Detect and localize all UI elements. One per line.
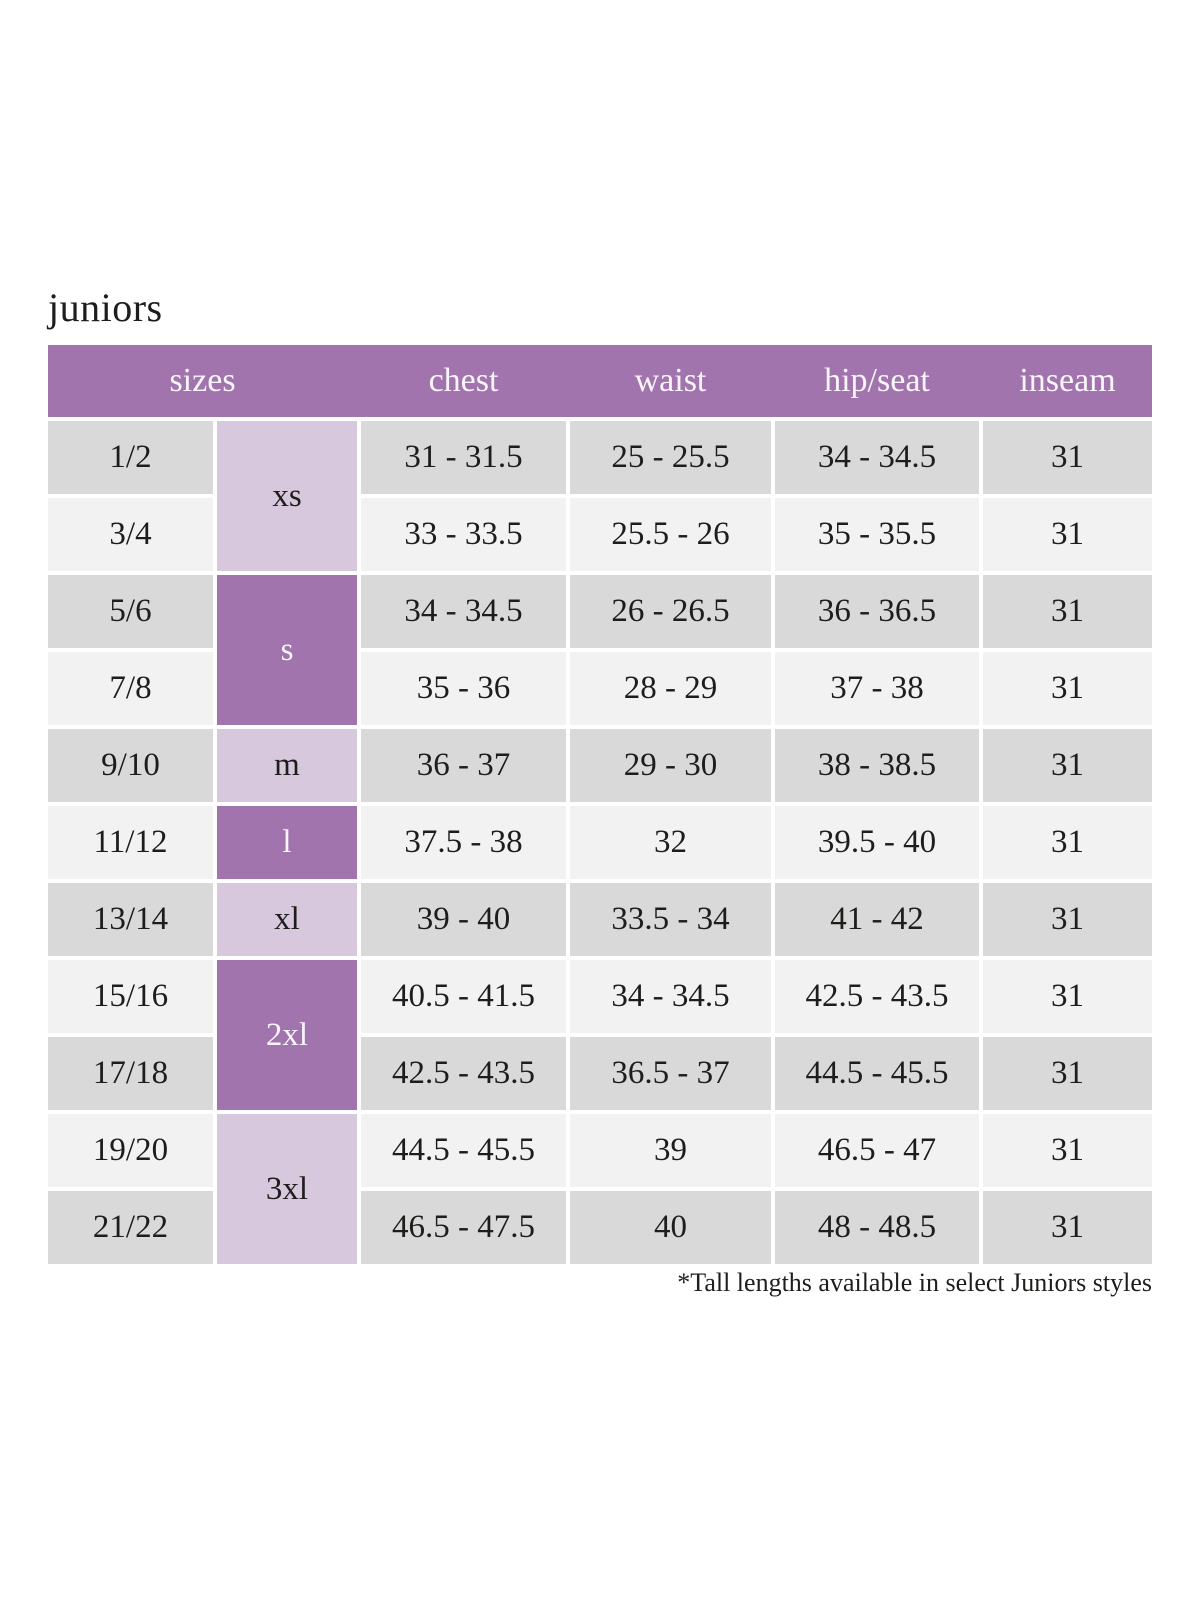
chest-cell: 42.5 - 43.5 bbox=[361, 1037, 566, 1110]
inseam-cell: 31 bbox=[983, 575, 1152, 648]
chest-cell: 34 - 34.5 bbox=[361, 575, 566, 648]
size-cell: 1/2 bbox=[48, 421, 213, 494]
inseam-cell: 31 bbox=[983, 883, 1152, 956]
size-cell: 3/4 bbox=[48, 498, 213, 571]
inseam-cell: 31 bbox=[983, 421, 1152, 494]
size-group-3xl: 3xl bbox=[217, 1114, 357, 1264]
waist-cell: 39 bbox=[570, 1114, 771, 1187]
size-cell: 7/8 bbox=[48, 652, 213, 725]
size-cell: 17/18 bbox=[48, 1037, 213, 1110]
hip-seat-cell: 39.5 - 40 bbox=[775, 806, 979, 879]
hip-seat-cell: 46.5 - 47 bbox=[775, 1114, 979, 1187]
chest-cell: 44.5 - 45.5 bbox=[361, 1114, 566, 1187]
hip-seat-cell: 37 - 38 bbox=[775, 652, 979, 725]
header-waist: waist bbox=[634, 362, 707, 399]
size-cell: 9/10 bbox=[48, 729, 213, 802]
table-header-row: sizes chest waist hip/seat inseam bbox=[48, 345, 1152, 417]
waist-cell: 25.5 - 26 bbox=[570, 498, 771, 571]
size-cell: 13/14 bbox=[48, 883, 213, 956]
chest-cell: 39 - 40 bbox=[361, 883, 566, 956]
waist-cell: 34 - 34.5 bbox=[570, 960, 771, 1033]
size-cell: 5/6 bbox=[48, 575, 213, 648]
header-inseam: inseam bbox=[1019, 362, 1116, 399]
hip-seat-cell: 36 - 36.5 bbox=[775, 575, 979, 648]
inseam-cell: 31 bbox=[983, 498, 1152, 571]
waist-cell: 28 - 29 bbox=[570, 652, 771, 725]
waist-cell: 33.5 - 34 bbox=[570, 883, 771, 956]
inseam-cell: 31 bbox=[983, 652, 1152, 725]
chest-cell: 40.5 - 41.5 bbox=[361, 960, 566, 1033]
size-group-xl: xl bbox=[217, 883, 357, 956]
inseam-cell: 31 bbox=[983, 729, 1152, 802]
header-chest: chest bbox=[428, 362, 499, 399]
hip-seat-cell: 38 - 38.5 bbox=[775, 729, 979, 802]
waist-cell: 32 bbox=[570, 806, 771, 879]
waist-cell: 25 - 25.5 bbox=[570, 421, 771, 494]
inseam-cell: 31 bbox=[983, 960, 1152, 1033]
table-body: 1/2 31 - 31.5 25 - 25.5 34 - 34.5 31 3/4 33 - … bbox=[48, 421, 1152, 1264]
inseam-cell: 31 bbox=[983, 1191, 1152, 1264]
inseam-cell: 31 bbox=[983, 806, 1152, 879]
chest-cell: 36 - 37 bbox=[361, 729, 566, 802]
size-group-xs: xs bbox=[217, 421, 357, 571]
waist-cell: 26 - 26.5 bbox=[570, 575, 771, 648]
hip-seat-cell: 48 - 48.5 bbox=[775, 1191, 979, 1264]
footnote: *Tall lengths available in select Junior… bbox=[677, 1268, 1152, 1297]
hip-seat-cell: 35 - 35.5 bbox=[775, 498, 979, 571]
hip-seat-cell: 41 - 42 bbox=[775, 883, 979, 956]
waist-cell: 40 bbox=[570, 1191, 771, 1264]
hip-seat-cell: 34 - 34.5 bbox=[775, 421, 979, 494]
waist-cell: 36.5 - 37 bbox=[570, 1037, 771, 1110]
size-group-s: s bbox=[217, 575, 357, 725]
size-cell: 21/22 bbox=[48, 1191, 213, 1264]
waist-cell: 29 - 30 bbox=[570, 729, 771, 802]
header-sizes: sizes bbox=[169, 362, 236, 399]
size-cell: 11/12 bbox=[48, 806, 213, 879]
inseam-cell: 31 bbox=[983, 1114, 1152, 1187]
size-cell: 15/16 bbox=[48, 960, 213, 1033]
inseam-cell: 31 bbox=[983, 1037, 1152, 1110]
chest-cell: 35 - 36 bbox=[361, 652, 566, 725]
chest-cell: 46.5 - 47.5 bbox=[361, 1191, 566, 1264]
hip-seat-cell: 44.5 - 45.5 bbox=[775, 1037, 979, 1110]
hip-seat-cell: 42.5 - 43.5 bbox=[775, 960, 979, 1033]
chest-cell: 33 - 33.5 bbox=[361, 498, 566, 571]
size-group-2xl: 2xl bbox=[217, 960, 357, 1110]
chest-cell: 37.5 - 38 bbox=[361, 806, 566, 879]
chest-cell: 31 - 31.5 bbox=[361, 421, 566, 494]
size-cell: 19/20 bbox=[48, 1114, 213, 1187]
size-group-m: m bbox=[217, 729, 357, 802]
size-group-l: l bbox=[217, 806, 357, 879]
header-hip-seat: hip/seat bbox=[824, 362, 930, 399]
page-title: juniors bbox=[48, 285, 163, 330]
